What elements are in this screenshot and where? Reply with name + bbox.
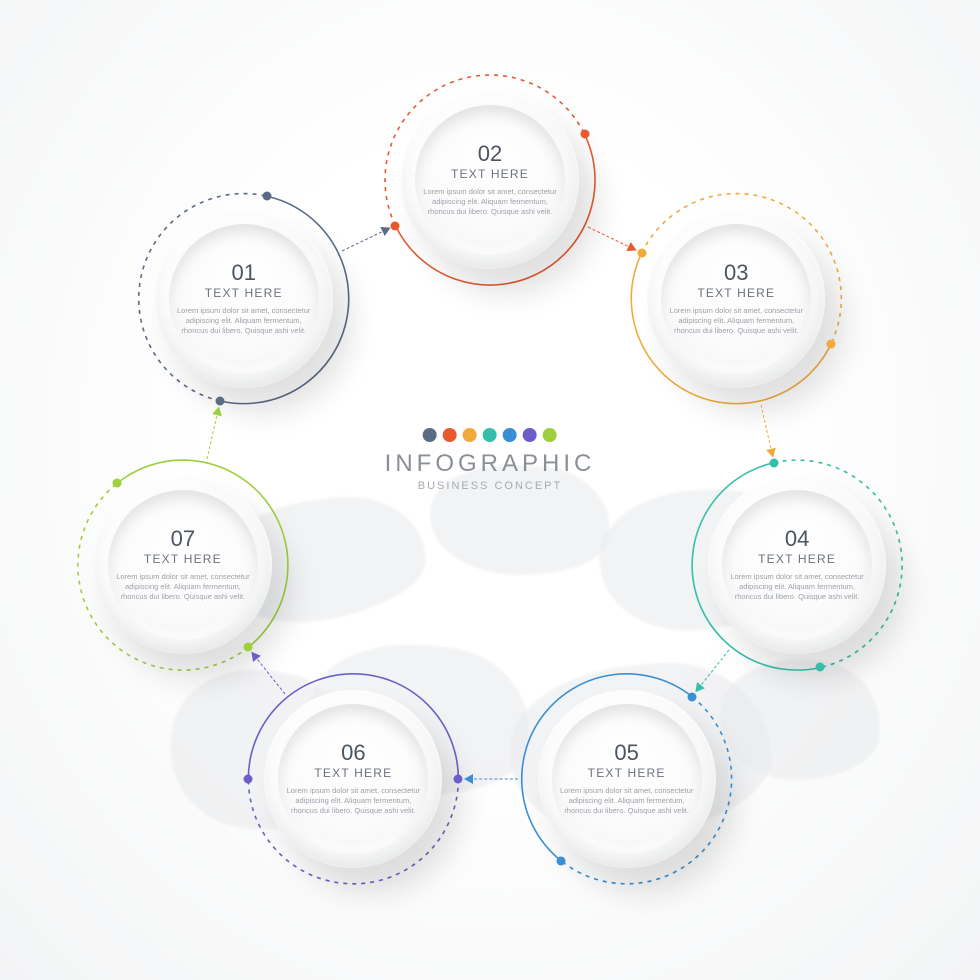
step-node: 05 TEXT HERE Lorem ipsum dolor sit amet, c…: [522, 674, 732, 884]
step-body: Lorem ipsum dolor sit amet, consectetur …: [559, 786, 694, 816]
node-text: 06 TEXT HERE Lorem ipsum dolor sit amet, c…: [286, 742, 421, 816]
center-dot: [543, 428, 557, 442]
node-text: 01 TEXT HERE Lorem ipsum dolor sit amet, c…: [176, 261, 311, 335]
step-node: 03 TEXT HERE Lorem ipsum dolor sit amet, c…: [631, 194, 841, 404]
connector-arrow: [761, 405, 773, 457]
step-node: 02 TEXT HERE Lorem ipsum dolor sit amet, c…: [385, 75, 595, 285]
step-title: TEXT HERE: [423, 167, 558, 181]
infographic-stage: INFOGRAPHIC BUSINESS CONCEPT 01 TEXT HERE…: [0, 0, 980, 980]
ring-end-dot: [688, 692, 697, 701]
step-node: 06 TEXT HERE Lorem ipsum dolor sit amet, c…: [248, 674, 458, 884]
step-title: TEXT HERE: [559, 766, 694, 780]
step-title: TEXT HERE: [730, 552, 865, 566]
center-block: INFOGRAPHIC BUSINESS CONCEPT: [385, 428, 596, 492]
ring-end-dot: [769, 458, 778, 467]
center-dots: [385, 428, 596, 442]
step-number: 06: [286, 742, 421, 764]
center-dot: [423, 428, 437, 442]
center-dot: [483, 428, 497, 442]
ring-end-dot: [637, 249, 646, 258]
connector-arrow: [207, 407, 219, 459]
ring-end-dot: [113, 479, 122, 488]
step-number: 02: [423, 143, 558, 165]
step-number: 01: [176, 261, 311, 283]
step-body: Lorem ipsum dolor sit amet, consectetur …: [423, 187, 558, 217]
step-number: 03: [669, 261, 804, 283]
center-dot: [463, 428, 477, 442]
center-dot: [443, 428, 457, 442]
node-text: 04 TEXT HERE Lorem ipsum dolor sit amet, c…: [730, 528, 865, 602]
ring-end-dot: [454, 774, 463, 783]
step-body: Lorem ipsum dolor sit amet, consectetur …: [176, 305, 311, 335]
center-subtitle: BUSINESS CONCEPT: [385, 480, 596, 492]
step-title: TEXT HERE: [176, 285, 311, 299]
step-body: Lorem ipsum dolor sit amet, consectetur …: [286, 786, 421, 816]
ring-end-dot: [826, 340, 835, 349]
step-title: TEXT HERE: [669, 285, 804, 299]
ring-end-dot: [263, 192, 272, 201]
step-number: 07: [115, 528, 250, 550]
ring-end-dot: [557, 856, 566, 865]
step-body: Lorem ipsum dolor sit amet, consectetur …: [669, 305, 804, 335]
ring-end-dot: [816, 663, 825, 672]
connector-line: [760, 405, 771, 448]
step-node: 01 TEXT HERE Lorem ipsum dolor sit amet, c…: [139, 194, 349, 404]
ring-end-dot: [580, 130, 589, 139]
step-node: 07 TEXT HERE Lorem ipsum dolor sit amet, c…: [78, 460, 288, 670]
connector-arrow: [588, 227, 636, 250]
connector-line: [207, 415, 218, 458]
ring-end-dot: [391, 221, 400, 230]
step-body: Lorem ipsum dolor sit amet, consectetur …: [730, 572, 865, 602]
step-number: 04: [730, 528, 865, 550]
step-body: Lorem ipsum dolor sit amet, consectetur …: [115, 572, 250, 602]
node-text: 02 TEXT HERE Lorem ipsum dolor sit amet, c…: [423, 143, 558, 217]
center-dot: [523, 428, 537, 442]
ring-end-dot: [244, 774, 253, 783]
connector-arrow: [342, 228, 390, 251]
node-text: 05 TEXT HERE Lorem ipsum dolor sit amet, c…: [559, 742, 694, 816]
center-title: INFOGRAPHIC: [385, 450, 596, 478]
ring-end-dot: [244, 643, 253, 652]
center-dot: [503, 428, 517, 442]
step-title: TEXT HERE: [286, 766, 421, 780]
step-number: 05: [559, 742, 694, 764]
connector-line: [473, 778, 517, 779]
node-text: 03 TEXT HERE Lorem ipsum dolor sit amet, c…: [669, 261, 804, 335]
step-node: 04 TEXT HERE Lorem ipsum dolor sit amet, c…: [692, 460, 902, 670]
ring-end-dot: [216, 396, 225, 405]
step-title: TEXT HERE: [115, 552, 250, 566]
node-text: 07 TEXT HERE Lorem ipsum dolor sit amet, c…: [115, 528, 250, 602]
